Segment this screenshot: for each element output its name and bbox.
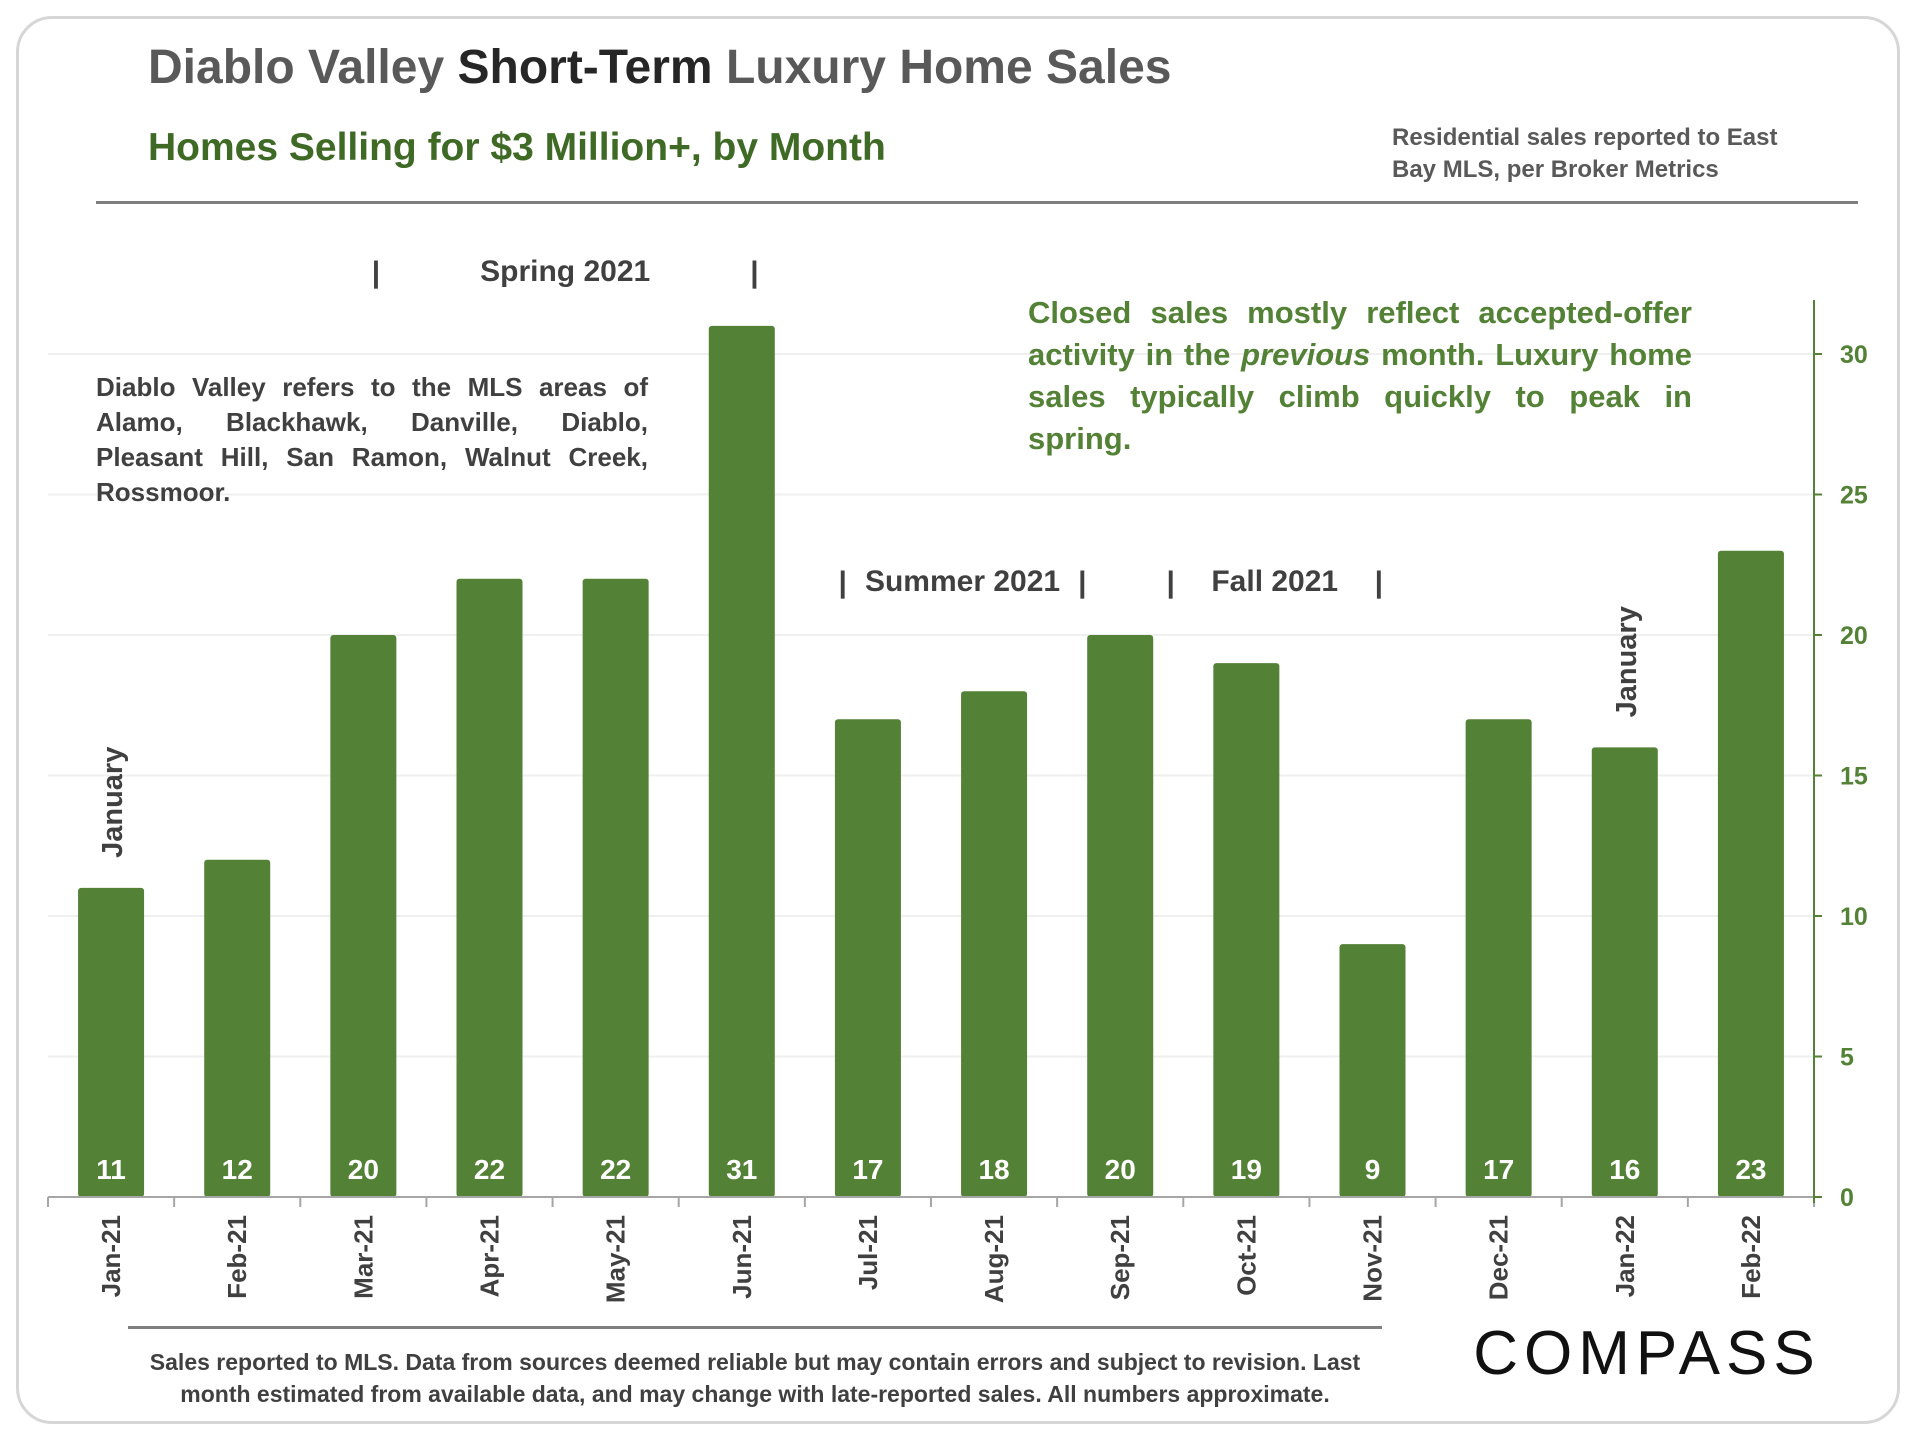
bar-value-label: 17 [852, 1154, 883, 1185]
title-emphasis: Short-Term [457, 41, 713, 94]
season-marker-end: | [1078, 566, 1086, 599]
bar [1213, 663, 1280, 1197]
season-label: Spring 2021 [480, 255, 650, 288]
bar-value-label: 22 [600, 1154, 631, 1185]
bar [1339, 944, 1406, 1197]
x-tick-label: Aug-21 [979, 1215, 1009, 1303]
x-tick-label: Mar-21 [348, 1215, 378, 1299]
title-suffix: Luxury Home Sales [725, 41, 1172, 94]
x-tick-label: Apr-21 [475, 1215, 505, 1297]
bar [1087, 635, 1154, 1197]
season-label: Summer 2021 [865, 565, 1060, 598]
month-marker-label: January [97, 747, 129, 858]
season-marker-start: | [372, 256, 380, 289]
bar-value-label: 18 [978, 1154, 1009, 1185]
bar [834, 719, 901, 1197]
season-marker-start: | [838, 566, 846, 599]
season-marker-start: | [1166, 566, 1174, 599]
bar [1465, 719, 1532, 1197]
x-tick-label: Sep-21 [1105, 1215, 1135, 1300]
compass-logo: COMPASS [1473, 1319, 1821, 1388]
closed-sales-note: Closed sales mostly reflect accepted-off… [1028, 292, 1692, 460]
footer-divider [128, 1326, 1382, 1329]
bar [330, 635, 397, 1197]
y-tick-label: 20 [1840, 622, 1868, 650]
bar [582, 578, 649, 1197]
region-definition-note: Diablo Valley refers to the MLS areas of… [96, 372, 648, 507]
bar [78, 887, 145, 1197]
bar-value-label: 12 [222, 1154, 253, 1185]
chart-subtitle: Homes Selling for $3 Million+, by Month [148, 126, 886, 169]
season-label: Fall 2021 [1211, 565, 1338, 598]
bar-value-label: 31 [726, 1154, 757, 1185]
bar [961, 691, 1028, 1197]
title-prefix: Diablo Valley [148, 41, 445, 94]
bar-value-label: 20 [348, 1154, 379, 1185]
x-tick-label: May-21 [601, 1215, 631, 1303]
season-marker-end: | [750, 256, 758, 289]
bar-value-label: 19 [1231, 1154, 1262, 1185]
x-tick-label: Jul-21 [853, 1215, 883, 1290]
bar [456, 578, 523, 1197]
y-tick-label: 15 [1840, 763, 1868, 791]
x-tick-label: Dec-21 [1484, 1215, 1514, 1300]
y-tick-label: 5 [1840, 1044, 1854, 1072]
x-tick-label: Feb-22 [1736, 1215, 1766, 1299]
x-tick-label: Jan-21 [96, 1215, 126, 1297]
x-tick-label: Nov-21 [1358, 1215, 1388, 1302]
bar [1591, 747, 1658, 1197]
y-tick-label: 25 [1840, 482, 1868, 510]
bar-value-label: 11 [96, 1154, 126, 1185]
x-tick-label: Jun-21 [727, 1215, 757, 1299]
chart-card [16, 16, 1900, 1424]
bar [708, 325, 775, 1197]
chart-title: Diablo Valley Short-Term Luxury Home Sal… [148, 40, 1171, 95]
closed-sales-note-italic: previous [1241, 337, 1371, 372]
bar-value-label: 20 [1105, 1154, 1136, 1185]
season-marker-end: | [1375, 566, 1383, 599]
bar-value-label: 22 [474, 1154, 505, 1185]
x-tick-label: Feb-21 [222, 1215, 252, 1299]
y-tick-label: 0 [1840, 1184, 1854, 1212]
closed-sales-note-part1: Closed sales mostly reflect accepted-off… [1028, 295, 1692, 372]
bar-value-label: 16 [1609, 1154, 1640, 1185]
bar-value-label: 9 [1365, 1154, 1381, 1185]
bar-value-label: 17 [1483, 1154, 1514, 1185]
month-marker-label: January [1611, 606, 1643, 717]
y-tick-label: 10 [1840, 903, 1868, 931]
y-tick-label: 30 [1840, 341, 1868, 369]
bar-value-label: 23 [1735, 1154, 1766, 1185]
x-tick-label: Oct-21 [1231, 1215, 1261, 1296]
footer-disclaimer: Sales reported to MLS. Data from sources… [149, 1349, 1361, 1407]
x-tick-label: Jan-22 [1610, 1215, 1640, 1297]
bar [204, 859, 271, 1197]
bar [1717, 550, 1784, 1197]
closed-sales-note-part2: month. Luxury home sales typically climb… [1028, 337, 1692, 456]
source-note: Residential sales reported to East Bay M… [1392, 124, 1778, 183]
header-divider [96, 201, 1858, 204]
